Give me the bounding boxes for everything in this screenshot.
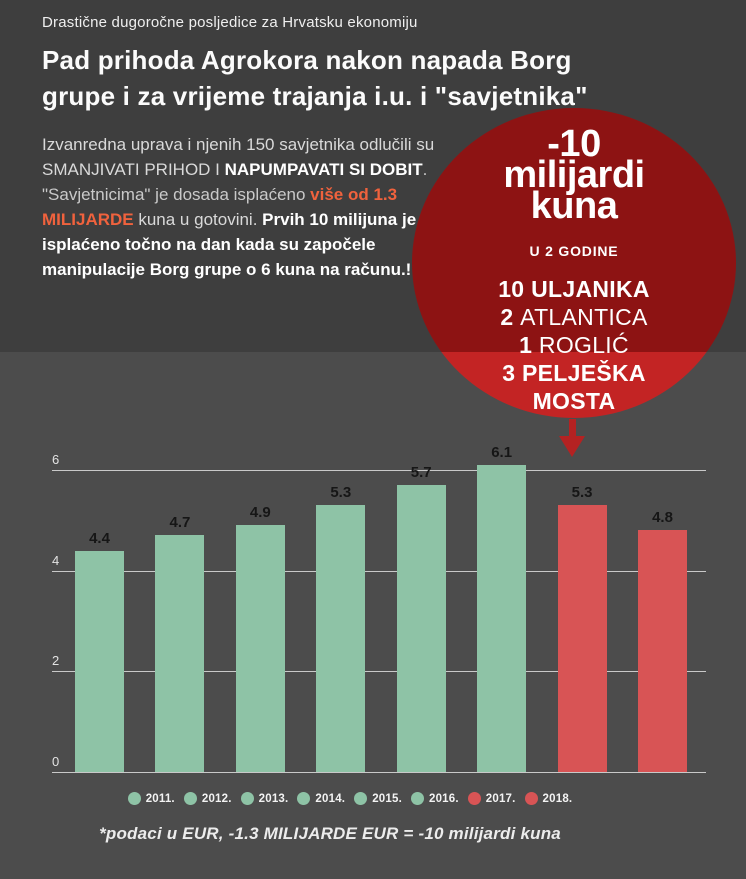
badge-item-number: 3 <box>502 360 522 386</box>
bar-2014. <box>316 505 366 772</box>
legend-label: 2014. <box>315 792 346 805</box>
bar-2015. <box>396 485 446 772</box>
y-axis-tick-label: 4 <box>52 552 60 568</box>
y-axis-tick-label: 2 <box>52 653 60 669</box>
legend-dot-icon <box>240 792 254 805</box>
bar-value-label: 6.1 <box>491 443 513 461</box>
bar-value-label: 4.4 <box>89 529 110 547</box>
badge-subtitle: U 2 GODINE <box>529 243 619 259</box>
badge-item: MOSTA <box>498 387 650 415</box>
badge-item-number: 2 <box>500 304 521 330</box>
bar-2011. <box>75 550 124 772</box>
legend-dot-icon <box>297 792 311 805</box>
badge-item-text: PELJEŠKA <box>521 360 646 386</box>
kicker-text: Drastične dugoročne posljedice za Hrvats… <box>42 14 418 31</box>
page-title-line1: Pad prihoda Agrokora nakon napada Borg <box>42 45 572 75</box>
paragraph-segment: Izvanredna uprava i njenih 150 savjetnik… <box>42 135 435 179</box>
y-axis-tick-label: 0 <box>52 754 60 769</box>
bar-value-label: 5.7 <box>410 464 432 482</box>
badge-item: 10 ULJANIKA <box>498 275 650 303</box>
legend-label: 2011. <box>145 792 175 805</box>
bar-value-label: 4.9 <box>249 504 271 522</box>
chart-section <box>0 352 746 879</box>
legend-dot-icon <box>183 792 197 805</box>
badge-item-text: MOSTA <box>532 388 616 414</box>
intro-paragraph: Izvanredna uprava i njenih 150 savjetnik… <box>42 132 442 282</box>
paragraph-segment: . "Savjetnicima" je dosada isplaćeno <box>42 160 428 204</box>
paragraph-segment-highlight: više od 1.3 MILIJARDE <box>42 185 398 229</box>
red-circle-badge: -10 milijardi kuna U 2 GODINE 10 ULJANIK… <box>412 108 736 418</box>
legend-item-2013.: 2013. <box>240 792 289 805</box>
bar-value-label: 4.8 <box>652 509 673 527</box>
legend-item-2015.: 2015. <box>354 792 402 805</box>
legend-dot-icon <box>524 792 538 805</box>
bar-value-label: 5.3 <box>571 484 593 502</box>
legend-dot-icon <box>410 792 424 805</box>
legend-label: 2016. <box>428 792 459 805</box>
legend-label: 2018. <box>542 792 573 805</box>
badge-item-number: 1 <box>519 332 539 358</box>
bar-2013. <box>235 525 285 772</box>
badge-item-list: 10 ULJANIKA 2 ATLANTICA 1 ROGLIĆ 3 PELJE… <box>498 275 650 415</box>
legend-dot-icon <box>354 792 368 805</box>
badge-headline-line3: kuna <box>530 185 618 227</box>
gridline <box>52 772 706 773</box>
legend-item-2017.: 2017. <box>467 792 516 805</box>
legend-item-2012.: 2012. <box>183 792 232 805</box>
gridline <box>52 570 706 572</box>
legend-label: 2017. <box>485 792 516 805</box>
gridline <box>52 470 706 472</box>
down-arrow-icon <box>559 436 585 457</box>
badge-headline-line1: -10 <box>547 123 601 165</box>
legend-item-2016.: 2016. <box>410 792 459 805</box>
badge-item-number: 10 <box>498 276 532 302</box>
gridline <box>52 671 706 673</box>
legend-dot-icon <box>467 792 481 805</box>
paragraph-segment-bold: NAPUMPAVATI SI DOBIT <box>224 160 423 179</box>
y-axis-tick-label: 6 <box>52 452 60 468</box>
chart-legend: 2011. 2012. 2013. 2014. 2015. 2016. 2017. 2018. <box>0 792 700 805</box>
badge-item: 3 PELJEŠKA <box>498 359 650 387</box>
paragraph-segment: kuna u gotovini. <box>133 210 263 229</box>
legend-label: 2013. <box>258 792 289 805</box>
legend-item-2011.: 2011. <box>127 792 175 805</box>
bar-2016. <box>477 464 527 772</box>
paragraph-segment-bold: Prvih 10 milijuna je isplaćeno točno na … <box>42 210 417 279</box>
badge-item: 2 ATLANTICA <box>498 303 650 331</box>
bar-2017. <box>557 505 607 772</box>
badge-item-text: ATLANTICA <box>520 304 648 330</box>
bar-2012. <box>155 535 205 772</box>
bar-2018. <box>638 530 687 772</box>
badge-item-text: ULJANIKA <box>531 276 650 302</box>
legend-label: 2015. <box>372 792 402 805</box>
page-title-line2: grupe i za vrijeme trajanja i.u. i "savj… <box>42 81 588 111</box>
legend-item-2014.: 2014. <box>297 792 345 805</box>
legend-dot-icon <box>127 792 141 805</box>
badge-item: 1 ROGLIĆ <box>498 331 650 359</box>
badge-item-text: ROGLIĆ <box>538 332 629 358</box>
bar-value-label: 5.3 <box>330 484 352 502</box>
legend-label: 2012. <box>201 792 232 805</box>
bar-value-label: 4.7 <box>169 514 191 532</box>
down-arrow-stem <box>569 419 576 438</box>
footnote-text: *podaci u EUR, -1.3 MILIJARDE EUR = -10 … <box>99 824 561 843</box>
badge-headline-line2: milijardi <box>503 154 645 196</box>
legend-item-2018.: 2018. <box>524 792 573 805</box>
